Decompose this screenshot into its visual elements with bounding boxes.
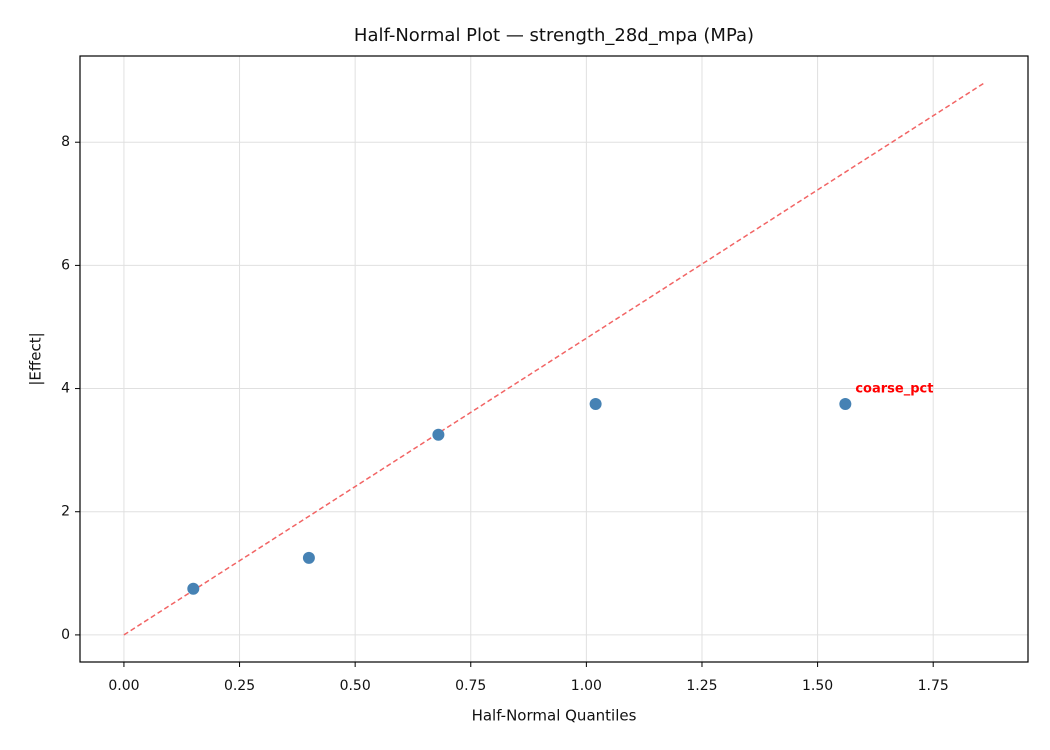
x-tick-label: 1.50	[802, 678, 833, 694]
point	[302, 551, 315, 564]
x-tick-label: 0.75	[455, 678, 486, 694]
y-axis-label: |Effect|	[27, 332, 45, 385]
x-tick-label: 1.25	[686, 678, 717, 694]
point-label: coarse_pct	[855, 381, 933, 396]
x-tick-label: 1.75	[918, 678, 949, 694]
y-tick-label: 8	[61, 134, 70, 150]
x-tick-label: 1.00	[571, 678, 602, 694]
point	[839, 397, 852, 410]
x-tick-label: 0.25	[224, 678, 255, 694]
chart-title: Half-Normal Plot — strength_28d_mpa (MPa…	[354, 25, 754, 46]
x-axis-label: Half-Normal Quantiles	[472, 707, 637, 725]
point	[589, 397, 602, 410]
point	[432, 428, 445, 441]
y-tick-label: 4	[61, 381, 70, 397]
y-tick-label: 2	[61, 504, 70, 520]
y-tick-label: 0	[61, 627, 70, 643]
plot-frame	[79, 55, 1029, 663]
y-tick-label: 6	[61, 257, 70, 273]
x-tick-label: 0.00	[108, 678, 139, 694]
reference-line	[123, 82, 985, 636]
x-tick-label: 0.50	[340, 678, 371, 694]
point	[187, 582, 200, 595]
